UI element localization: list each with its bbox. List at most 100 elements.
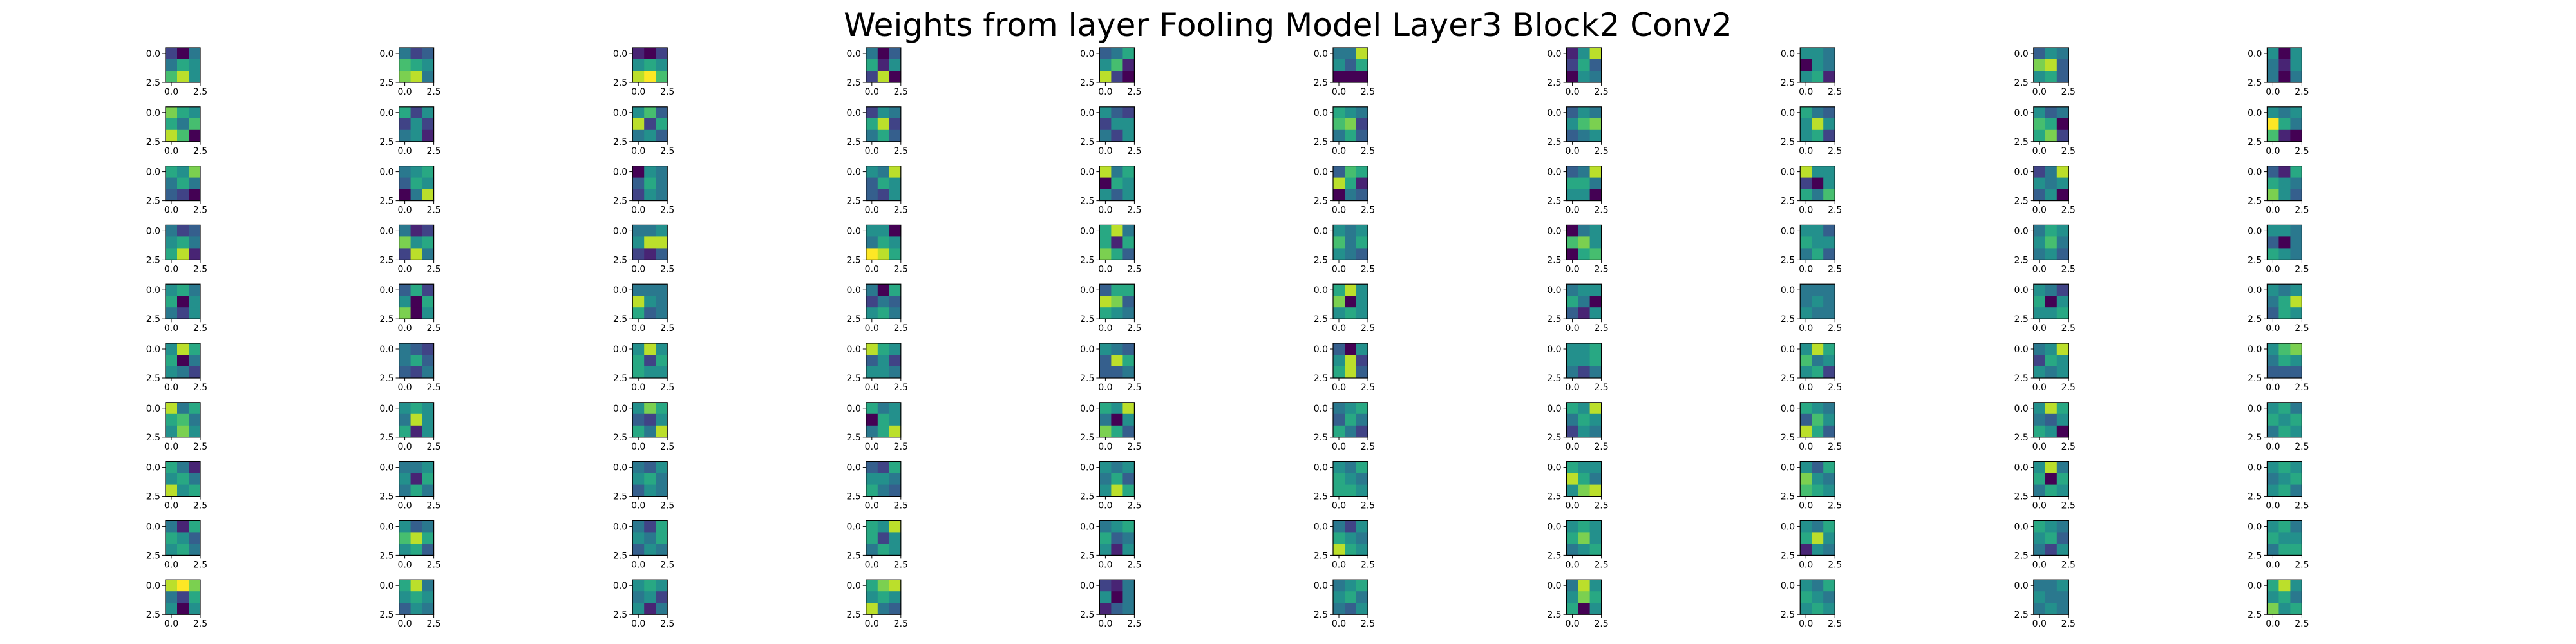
x-tick-label: 0.0 <box>397 501 412 511</box>
heatmap-cell <box>2278 189 2291 201</box>
heatmap-cell <box>1122 402 1135 415</box>
y-tick-label: 0.0 <box>1781 285 1795 296</box>
kernel-subplot: 0.02.50.0 2.5 <box>1314 166 1375 216</box>
heatmap-cell <box>1566 248 1578 260</box>
x-tick-label: 2.5 <box>1594 264 1608 274</box>
x-tick-label: 0.0 <box>1799 383 1813 393</box>
y-tick-label: 0.0 <box>1314 108 1328 118</box>
y-tick-label: 0.0 <box>379 49 393 59</box>
heatmap-cell <box>2045 166 2058 178</box>
heatmap-cell <box>866 343 878 355</box>
heatmap-cell <box>422 425 434 438</box>
heatmap-cell <box>877 425 890 438</box>
kernel-subplot: 0.02.50.0 2.5 <box>847 47 908 97</box>
y-tick-label: 0.0 <box>1547 581 1561 591</box>
x-tick-label: 0.0 <box>1098 560 1112 570</box>
heatmap-cell <box>866 236 878 249</box>
x-tick-label: 0.0 <box>164 146 178 156</box>
x-tick-label: 0.0 <box>1799 205 1813 216</box>
subplot-frame <box>398 520 435 556</box>
heatmap-cell <box>1111 425 1123 438</box>
subplot-frame <box>2266 343 2302 379</box>
heatmap-cell <box>2267 484 2279 497</box>
heatmap-cell <box>177 307 189 319</box>
subplot-frame <box>1566 283 1602 319</box>
heatmap-cell <box>2267 284 2279 296</box>
heatmap-cell <box>2278 71 2291 83</box>
y-tick-label: 0.0 <box>379 463 393 473</box>
heatmap-cell <box>632 461 645 473</box>
heatmap-cell <box>410 48 422 60</box>
heatmap-cell <box>644 366 656 379</box>
kernel-subplot: 0.02.50.0 2.5 <box>847 460 908 511</box>
heatmap-cell <box>877 118 890 131</box>
y-tick-label: 2.5 <box>146 551 160 561</box>
x-tick-label: 0.0 <box>1098 87 1112 97</box>
heatmap-cell <box>2045 355 2058 367</box>
heatmap-cell <box>1823 544 1835 556</box>
heatmap-cell <box>889 366 902 379</box>
heatmap-cell <box>2278 603 2291 615</box>
heatmap-cell <box>2267 402 2279 415</box>
subplot-frame <box>632 106 668 142</box>
heatmap-cell <box>1099 402 1112 415</box>
x-tick-label: 0.0 <box>1565 442 1579 452</box>
kernel-subplot: 0.02.50.0 2.5 <box>1547 166 1609 216</box>
heatmap-cell <box>1566 307 1578 319</box>
heatmap-cell <box>644 473 656 485</box>
heatmap-cell <box>1111 580 1123 592</box>
heatmap-cell <box>2267 59 2279 71</box>
x-tick-label: 2.5 <box>660 264 674 274</box>
heatmap-cell <box>632 189 645 201</box>
heatmap-cell <box>1111 402 1123 415</box>
heatmap-cell <box>866 520 878 533</box>
y-tick-label: 2.5 <box>379 610 393 620</box>
heatmap-cell <box>1345 520 1357 533</box>
heatmap-cell <box>1345 296 1357 308</box>
subplot-frame <box>2266 224 2302 260</box>
x-tick-label: 2.5 <box>426 560 440 570</box>
y-tick-label: 2.5 <box>2248 551 2262 561</box>
heatmap-cell <box>1823 484 1835 497</box>
heatmap-cell <box>1589 544 1602 556</box>
y-tick-label: 2.5 <box>2248 492 2262 502</box>
heatmap-cell <box>2033 425 2046 438</box>
heatmap-cell <box>2278 484 2291 497</box>
y-tick-label: 0.0 <box>1080 49 1094 59</box>
heatmap-cell <box>1333 580 1345 592</box>
heatmap-cell <box>889 166 902 178</box>
x-tick-label: 0.0 <box>397 619 412 629</box>
heatmap-cell <box>2045 189 2058 201</box>
heatmap-cell <box>2290 177 2302 189</box>
y-tick-label: 0.0 <box>1314 581 1328 591</box>
heatmap-cell <box>1122 236 1135 249</box>
heatmap-cell <box>1356 603 1368 615</box>
x-tick-label: 0.0 <box>397 87 412 97</box>
heatmap-cell <box>177 520 189 533</box>
x-tick-label: 0.0 <box>631 383 645 393</box>
heatmap-cell <box>177 225 189 237</box>
heatmap-cell <box>1356 343 1368 355</box>
heatmap-cell <box>189 236 201 249</box>
heatmap-cell <box>1578 355 1590 367</box>
heatmap-cell <box>1111 307 1123 319</box>
heatmap-cell <box>1356 461 1368 473</box>
heatmap-cell <box>656 71 668 83</box>
x-tick-label: 0.0 <box>164 205 178 216</box>
subplot-frame <box>2033 283 2069 319</box>
heatmap-cell <box>1345 484 1357 497</box>
heatmap-cell <box>1823 532 1835 544</box>
heatmap-cell <box>1812 225 1824 237</box>
heatmap-cell <box>877 189 890 201</box>
heatmap-cell <box>2056 580 2069 592</box>
heatmap-cell <box>422 355 434 367</box>
heatmap-cell <box>889 425 902 438</box>
heatmap-cell <box>1589 48 1602 60</box>
heatmap-cell <box>2278 106 2291 119</box>
subplot-frame <box>632 402 668 438</box>
heatmap-cell <box>1812 366 1824 379</box>
y-tick-label: 2.5 <box>1314 78 1328 88</box>
y-tick-label: 2.5 <box>146 78 160 88</box>
heatmap-cell <box>1099 366 1112 379</box>
y-tick-label: 0.0 <box>2014 226 2029 236</box>
